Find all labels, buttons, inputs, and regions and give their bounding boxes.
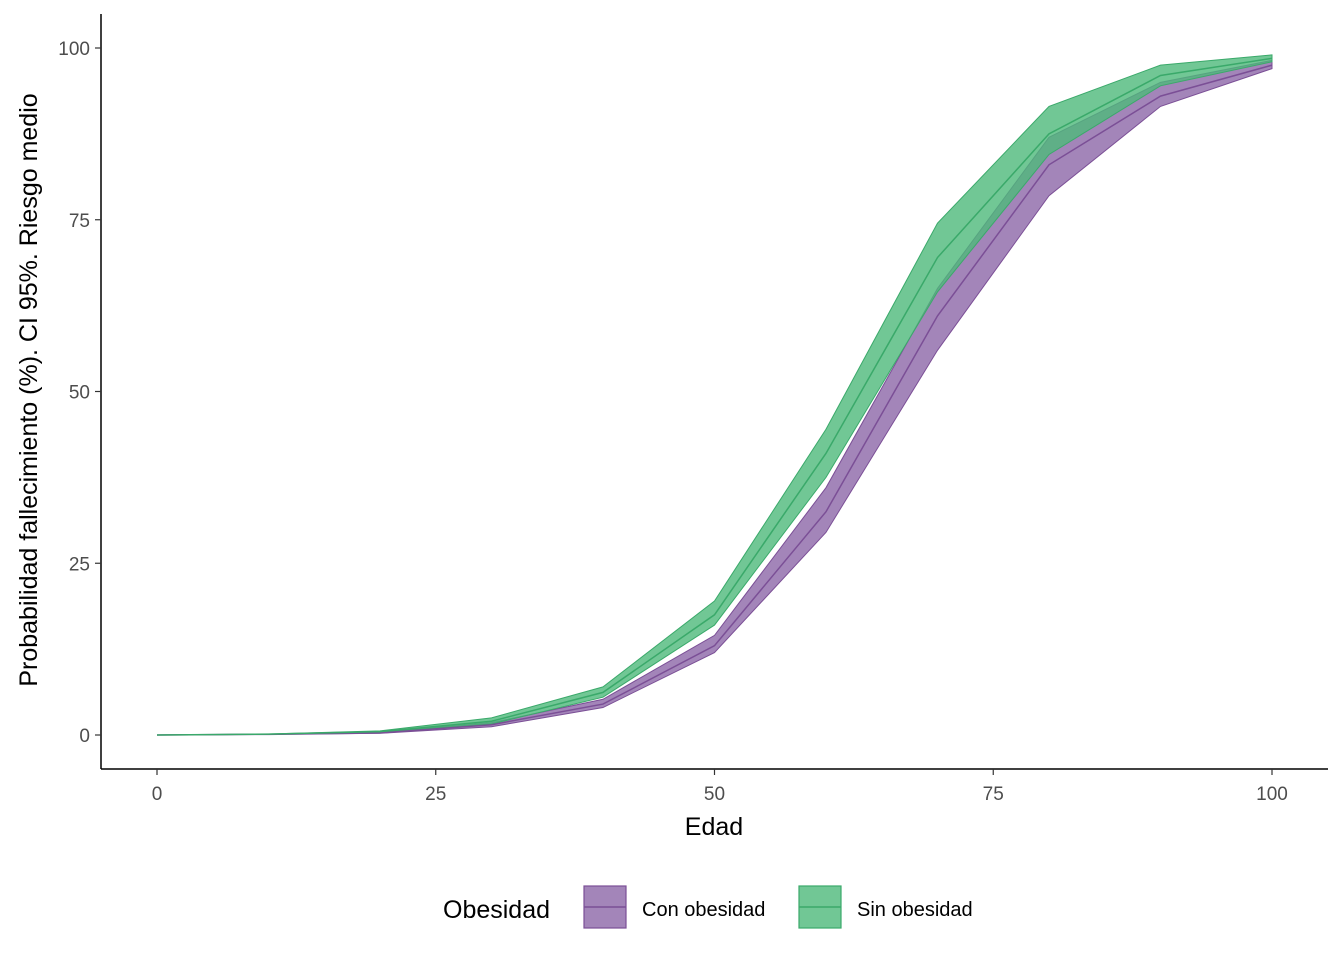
x-axis-ticks: 0 25 50 75 100 [152, 769, 1288, 805]
y-tick-label: 25 [69, 554, 90, 575]
legend-label-sin-obesidad: Sin obesidad [857, 899, 973, 921]
y-axis-title: Probabilidad fallecimiento (%). CI 95%. … [15, 93, 43, 686]
y-tick-label: 75 [69, 211, 90, 232]
mean-line-sin-obesidad [156, 57, 1273, 736]
x-tick-label: 50 [704, 784, 725, 805]
legend-item-con-obesidad: Con obesidad [583, 885, 765, 929]
y-axis-ticks: 0 25 50 75 100 [58, 39, 101, 747]
mean-line-con-obesidad [156, 64, 1273, 736]
legend-item-sin-obesidad: Sin obesidad [798, 885, 973, 929]
x-axis-title: Edad [685, 813, 743, 841]
x-tick-label: 0 [152, 784, 163, 805]
y-tick-label: 0 [79, 726, 90, 747]
confidence-bands [156, 54, 1273, 736]
legend: Obesidad Con obesidad Sin obesidad [443, 885, 973, 929]
mean-lines [156, 57, 1273, 736]
legend-label-con-obesidad: Con obesidad [642, 899, 765, 921]
y-tick-label: 100 [58, 39, 90, 60]
ci-band-sin-obesidad [156, 54, 1273, 736]
legend-title: Obesidad [443, 896, 550, 924]
x-tick-label: 25 [425, 784, 446, 805]
y-tick-label: 50 [69, 383, 90, 404]
x-tick-label: 100 [1256, 784, 1288, 805]
x-tick-label: 75 [983, 784, 1004, 805]
ci-band-con-obesidad [156, 59, 1273, 736]
